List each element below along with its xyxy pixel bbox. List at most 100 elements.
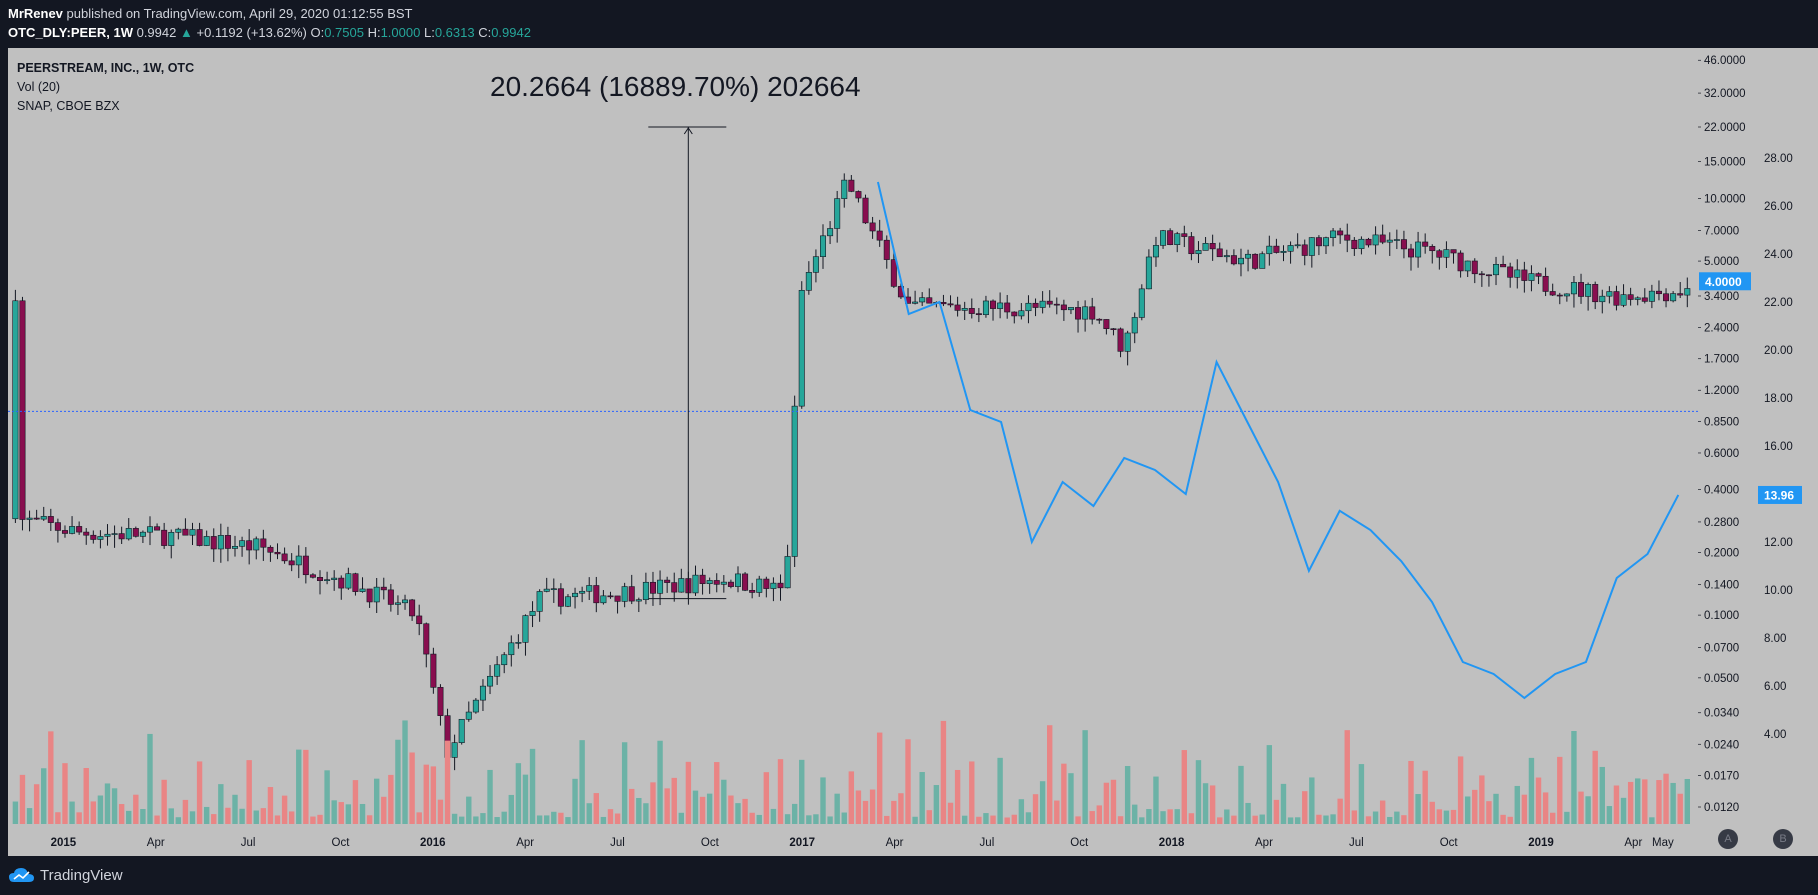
snap-series-line [876,181,1680,700]
candle-down [309,574,316,578]
candle-up [798,290,805,407]
volume-bar [317,814,323,824]
candle-down [33,517,40,520]
candle-down [274,551,281,555]
plot-area [8,48,1698,826]
volume-bar [338,802,344,824]
candle-up [104,533,111,537]
volume-bar [232,794,238,824]
candle-down [1046,300,1053,305]
candle-down [890,259,897,287]
volume-bar [1231,815,1237,824]
price-tick-label: 0.6000 [1704,448,1739,460]
legend-compare-series[interactable]: SNAP, CBOE BZX [17,99,120,113]
close-label: C: [478,25,492,40]
volume-bar [1174,809,1180,824]
volume-bar [97,795,104,824]
time-tick-label: Oct [701,837,720,849]
volume-bar [869,789,876,824]
volume-bar [508,794,514,824]
volume-bar [55,812,61,824]
volume-bar [926,810,932,824]
time-tick-label: Apr [886,837,904,849]
candle-up [586,585,593,592]
volume-bar [1436,809,1443,824]
candle-up [621,586,628,602]
snap-last-label: 13.96 [1764,488,1794,502]
volume-bar [1599,766,1605,824]
volume-bar [253,810,259,824]
volume-bar [1124,766,1131,824]
candle-down [947,303,954,306]
volume-bar [1535,777,1542,824]
candle-down [409,599,416,617]
volume-bar [473,816,479,824]
time-tick-label: May [1652,837,1674,849]
volume-bar [600,816,607,824]
time-axis-area [8,826,1818,856]
time-tick-label: Oct [1070,837,1089,849]
candle-down [699,574,706,585]
price-tick-label: 7.0000 [1704,226,1739,238]
volume-bar [69,801,75,824]
volume-bar [494,817,500,824]
candle-up [678,578,685,593]
snap-tick-label: 24.00 [1764,249,1793,261]
ohlc-line: OTC_DLY:PEER, 1W 0.9942 ▲ +0.1192 (+13.6… [8,25,531,40]
volume-bar [1344,730,1350,824]
candle-down [1556,294,1563,297]
volume-bar [1266,745,1273,824]
candle-up [1322,237,1329,247]
candle-up [841,179,848,199]
volume-bar [373,778,380,824]
candle-down [1655,290,1662,295]
time-tick-label: Jul [1349,837,1364,849]
volume-bar [1663,773,1669,824]
candle-down [352,573,359,592]
candle-down [161,529,168,546]
price-tick-label: 22.0000 [1704,122,1746,134]
snap-tick-label: 18.00 [1764,393,1793,405]
volume-bar [536,815,543,824]
candle-down [1053,303,1060,306]
volume-bar [487,769,493,824]
candle-up [1634,297,1641,300]
volume-bar [196,761,203,824]
candle-up [373,586,380,603]
auto-scale-button[interactable]: A [1718,829,1738,849]
volume-bar [303,749,309,824]
candle-up [26,517,33,520]
candle-down [47,516,54,523]
measure-arrow [683,127,693,135]
candle-up [402,599,409,604]
legend-volume[interactable]: Vol (20) [17,80,61,94]
scale-b-button[interactable]: B [1773,829,1793,849]
price-tick-label: 0.8500 [1704,416,1739,428]
volume-bar [1302,791,1308,824]
candle-down [210,536,217,550]
volume-bar [551,811,557,824]
volume-bar [90,801,97,824]
volume-bar [381,796,387,824]
candle-down [713,580,720,585]
volume-bar [154,815,160,824]
candle-down [1230,255,1237,265]
author-name[interactable]: MrRenev [8,6,63,21]
time-tick-label: 2019 [1528,837,1554,849]
candle-down [430,653,437,688]
time-tick-label: 2018 [1159,837,1185,849]
volume-bar [1408,760,1414,824]
volume-bar [41,768,47,824]
volume-bar [218,784,224,824]
candle-down [387,589,394,605]
tradingview-logo[interactable]: TradingView [8,866,123,884]
legend-main-series[interactable]: PEERSTREAM, INC., 1W, OTC [17,61,195,75]
volume-bar [288,811,295,824]
candle-down [1337,230,1344,236]
candle-down [1436,250,1443,258]
candle-up [1372,234,1379,246]
candle-up [1237,257,1244,265]
volume-bar [1089,811,1095,824]
candle-down [862,197,869,224]
